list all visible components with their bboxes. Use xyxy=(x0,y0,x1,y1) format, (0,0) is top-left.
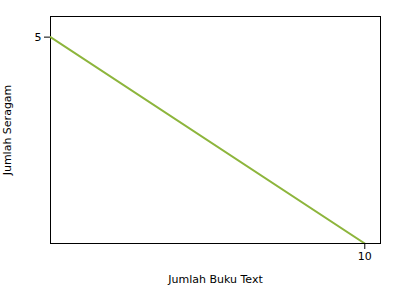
svg-text:Jumlah Buku Text: Jumlah Buku Text xyxy=(167,273,263,285)
svg-text:5: 5 xyxy=(35,31,42,44)
svg-text:Jumlah Seragam: Jumlah Seragam xyxy=(1,85,14,177)
svg-text:10: 10 xyxy=(358,250,372,263)
